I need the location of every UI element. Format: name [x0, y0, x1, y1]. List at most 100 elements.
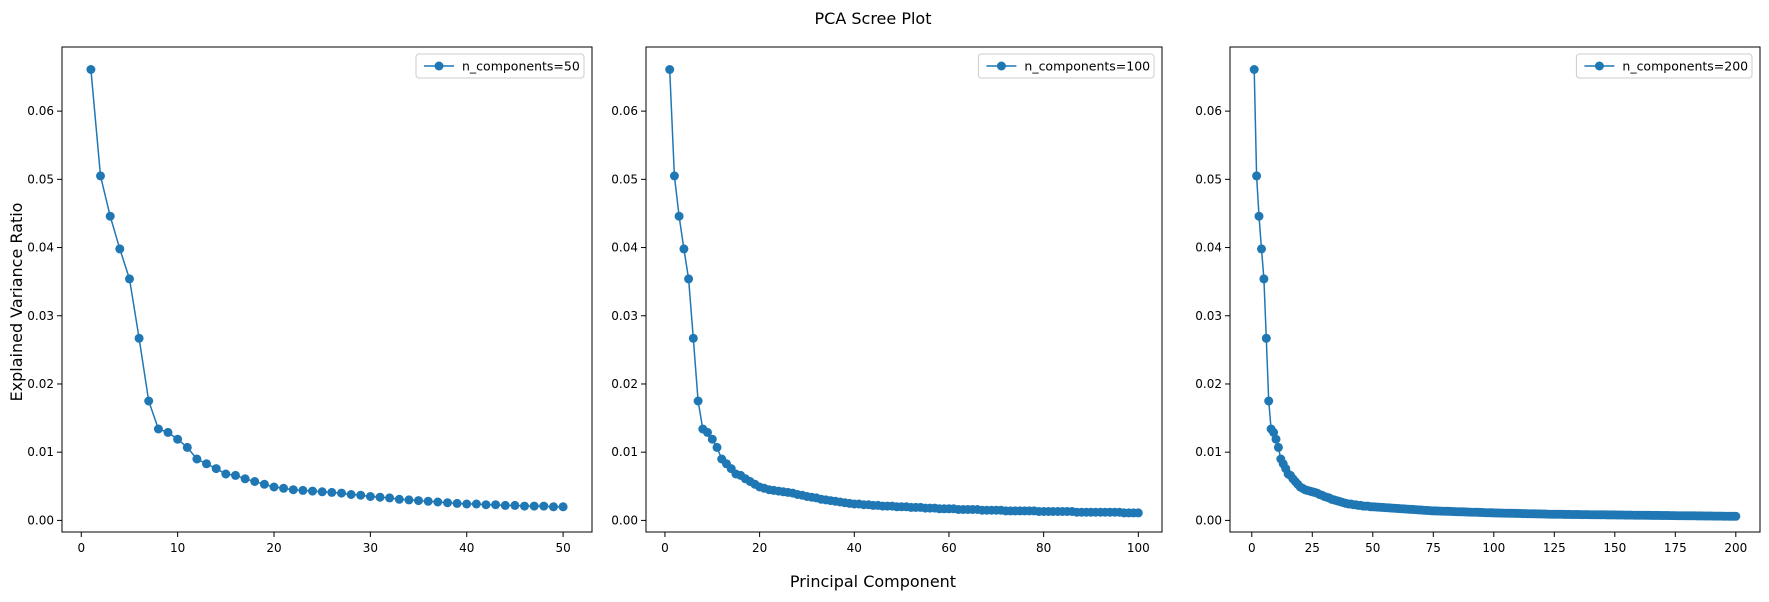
data-point: [134, 333, 144, 343]
data-point: [1259, 274, 1269, 284]
x-tick-label: 80: [1036, 541, 1051, 555]
data-point: [414, 496, 423, 506]
data-point: [182, 442, 192, 452]
legend: n_components=50: [415, 53, 585, 79]
data-point: [539, 501, 549, 511]
data-point: [279, 483, 289, 493]
data-point: [679, 244, 689, 254]
data-point: [202, 459, 211, 469]
legend: n_components=200: [1575, 53, 1753, 79]
data-point: [375, 492, 385, 502]
y-tick-label: 0.01: [27, 445, 54, 459]
axes-frame: [1229, 46, 1761, 533]
data-point: [1133, 508, 1143, 518]
data-point: [394, 494, 404, 504]
axes-frame: [645, 46, 1163, 533]
data-point: [86, 65, 96, 74]
data-point: [1249, 65, 1259, 74]
x-tick-label: 100: [1127, 541, 1150, 555]
data-point: [1252, 171, 1262, 181]
data-point: [163, 427, 173, 437]
subplot-3: 0 25 50 75 100 125 150 175 200 0.00 0.01 0.02 0.03 0.…: [1195, 46, 1761, 555]
x-tick-label: 40: [459, 541, 474, 555]
legend: n_components=100: [977, 53, 1155, 79]
y-tick-label: 0.01: [611, 445, 638, 459]
data-point: [240, 474, 250, 484]
data-point: [221, 469, 231, 479]
data-point: [481, 500, 491, 510]
data-point: [462, 499, 472, 509]
data-point: [346, 490, 356, 499]
data-point: [385, 493, 395, 503]
legend-label: n_components=50: [462, 59, 580, 74]
subplot-2: 0 20 40 60 80 100 0.00 0.01 0.02 0.03 0.04 0.05 0.06…: [611, 46, 1163, 555]
data-point: [510, 500, 520, 510]
data-point: [1269, 427, 1279, 437]
data-point: [707, 434, 717, 444]
data-point: [317, 487, 327, 497]
y-tick-label: 0.05: [611, 172, 638, 186]
x-tick-label: 0: [661, 541, 669, 555]
data-point: [231, 470, 240, 480]
x-tick-label: 50: [1365, 541, 1380, 555]
axes-frame: [61, 46, 593, 533]
data-point: [1271, 434, 1281, 444]
y-tick-label: 0.00: [611, 513, 638, 527]
data-point: [558, 502, 568, 512]
data-point: [471, 499, 481, 509]
data-point: [250, 477, 260, 486]
data-point: [443, 498, 452, 508]
subplot-1: 0 10 20 30 40 50 0.00 0.01 0.02 0.03 0.04 0.05 0.06 n…: [27, 46, 593, 555]
data-point: [500, 500, 510, 510]
data-point: [365, 492, 375, 501]
y-tick-label: 0.04: [27, 241, 54, 255]
y-tick-label: 0.02: [27, 377, 54, 391]
data-point: [1273, 442, 1283, 452]
data-point: [712, 442, 722, 452]
data-point: [688, 333, 698, 343]
figure-title: PCA Scree Plot: [815, 9, 932, 28]
x-tick-label: 0: [77, 541, 85, 555]
x-tick-label: 100: [1482, 541, 1505, 555]
x-axis-label: Principal Component: [790, 572, 956, 591]
y-tick-label: 0.02: [611, 377, 638, 391]
y-tick-label: 0.03: [27, 309, 54, 323]
y-tick-label: 0.04: [611, 241, 638, 255]
data-point: [192, 454, 202, 464]
x-tick-label: 30: [363, 541, 378, 555]
data-point: [337, 488, 346, 498]
data-point: [1731, 511, 1741, 521]
y-tick-label: 0.06: [1195, 104, 1222, 118]
y-tick-label: 0.01: [1195, 445, 1222, 459]
data-point: [1264, 396, 1274, 406]
y-tick-label: 0.04: [1195, 241, 1222, 255]
data-point: [452, 498, 462, 508]
data-point: [327, 487, 337, 497]
data-point: [96, 171, 105, 181]
data-point: [211, 464, 221, 474]
data-point: [404, 495, 414, 505]
legend-marker: [434, 61, 444, 71]
data-point: [669, 171, 679, 181]
y-tick-label: 0.06: [611, 104, 638, 118]
y-tick-label: 0.03: [611, 309, 638, 323]
x-tick-label: 200: [1724, 541, 1747, 555]
data-point: [423, 496, 433, 506]
x-tick-label: 40: [847, 541, 862, 555]
x-tick-label: 60: [941, 541, 956, 555]
data-point: [529, 501, 539, 511]
data-point: [308, 486, 317, 496]
x-tick-label: 150: [1603, 541, 1626, 555]
y-axis-label: Explained Variance Ratio: [7, 203, 26, 402]
data-point: [259, 479, 269, 489]
data-point: [298, 485, 308, 495]
data-point: [520, 501, 529, 511]
y-tick-label: 0.03: [1195, 309, 1222, 323]
data-point: [1261, 333, 1271, 343]
x-tick-label: 10: [170, 541, 185, 555]
x-tick-label: 125: [1543, 541, 1566, 555]
data-point: [1257, 244, 1266, 254]
data-point: [105, 211, 115, 221]
x-tick-label: 20: [266, 541, 281, 555]
x-tick-label: 25: [1305, 541, 1320, 555]
